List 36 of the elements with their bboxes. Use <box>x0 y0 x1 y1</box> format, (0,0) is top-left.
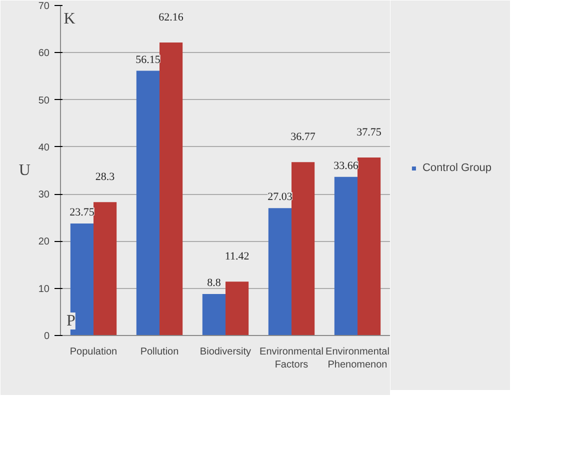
bar <box>160 42 183 336</box>
bar <box>226 282 249 336</box>
bar <box>292 162 315 336</box>
x-tick-label: Environmental Phenomenon <box>326 346 390 371</box>
x-tick-label: Pollution <box>140 346 179 358</box>
bar <box>268 208 292 336</box>
data-label: 11.42 <box>224 250 250 263</box>
data-label: 33.66 <box>334 160 359 172</box>
x-tick-label: Environmental Factors <box>260 346 324 371</box>
y-axis-title: U <box>18 162 31 179</box>
data-label: 36.77 <box>290 131 316 144</box>
data-label: 27.03 <box>268 191 293 204</box>
data-label: 37.75 <box>356 126 382 139</box>
data-label: 23.75 <box>70 206 95 219</box>
data-label: 8.8 <box>207 277 222 290</box>
y-tick-label: 10 <box>38 284 50 295</box>
bar <box>94 202 117 336</box>
data-label: 28.3 <box>95 171 116 184</box>
y-tick-label: 60 <box>38 48 50 60</box>
bar <box>136 70 160 336</box>
annotation: P <box>66 312 76 330</box>
bar <box>334 176 358 336</box>
data-label: 56.15 <box>136 54 161 66</box>
y-tick-label: 70 <box>38 1 50 12</box>
data-label: 62.16 <box>158 11 184 24</box>
bar <box>358 158 381 336</box>
x-tick-label: Biodiversity <box>200 346 252 358</box>
y-tick-label: 50 <box>38 95 50 106</box>
y-tick-label: 40 <box>38 142 50 154</box>
x-tick-label: Population <box>70 346 118 358</box>
y-tick-label: 30 <box>38 190 50 201</box>
annotation: K <box>64 10 76 28</box>
bar <box>202 294 226 336</box>
legend-label: Control Group <box>422 162 492 174</box>
y-tick-label: 20 <box>38 236 50 248</box>
y-tick-label: 0 <box>44 331 50 342</box>
